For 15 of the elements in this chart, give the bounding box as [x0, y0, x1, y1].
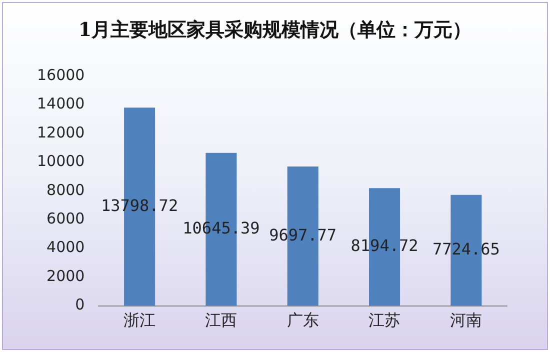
- y-tick-label: 8000: [46, 180, 85, 199]
- y-tick-label: 12000: [37, 123, 85, 142]
- x-tick-label: 广东: [286, 310, 319, 330]
- y-tick-label: 14000: [37, 94, 85, 113]
- chart-title: 1月主要地区家具采购规模情况（单位：万元）: [77, 18, 473, 43]
- x-tick-label: 江苏: [368, 310, 401, 330]
- y-tick-label: 4000: [46, 238, 85, 256]
- y-tick-label: 16000: [37, 66, 85, 84]
- y-tick-label: 0: [75, 296, 85, 314]
- x-tick-label: 江西: [205, 310, 238, 330]
- x-tick-label: 河南: [450, 310, 482, 330]
- y-tick-label: 10000: [37, 152, 85, 170]
- y-tick-label: 2000: [46, 266, 85, 285]
- x-tick-label: 浙江: [124, 310, 156, 330]
- y-tick-label: 6000: [46, 210, 85, 228]
